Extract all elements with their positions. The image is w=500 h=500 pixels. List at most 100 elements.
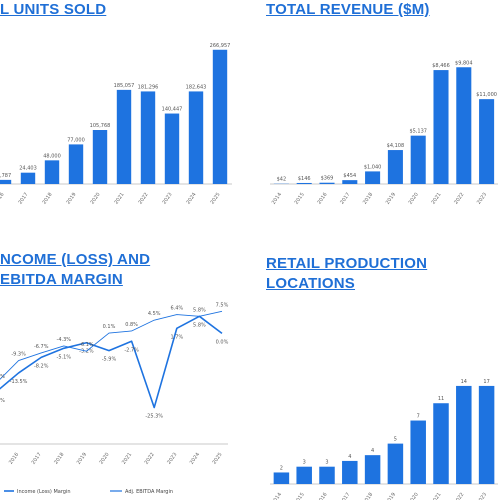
bar — [387, 443, 404, 484]
total-revenue-title: TOTAL REVENUE ($M) — [266, 1, 430, 18]
x-tick-label: 2014 — [271, 492, 283, 500]
point-value-label: 4.5% — [148, 311, 161, 317]
x-tick-label: 2019 — [385, 192, 397, 206]
x-tick-label: 2021 — [121, 452, 133, 466]
bar-value-label: $42 — [277, 177, 287, 183]
bar — [20, 172, 36, 184]
bar-value-label: 181,296 — [138, 84, 159, 90]
x-tick-label: 2019 — [65, 192, 77, 206]
bar — [456, 385, 472, 484]
x-tick-label: 2020 — [408, 192, 420, 206]
total-revenue-chart: $42 2014 $146 2015 $369 2016 $454 2017 $1,040 201… — [270, 60, 498, 206]
point-value-label: -9.3% — [11, 352, 26, 358]
bar-value-label: $5,137 — [409, 129, 427, 135]
point-value-label: 0.8% — [125, 322, 138, 328]
income-margin-title-line2: EBITDA MARGIN — [0, 271, 123, 288]
bar — [319, 182, 335, 184]
bar-value-label: 185,057 — [114, 83, 135, 89]
retail-locations-title-line2: LOCATIONS — [266, 275, 356, 292]
x-tick-label: 2016 — [316, 492, 328, 500]
bar — [365, 171, 381, 184]
bar-value-label: 3 — [325, 460, 328, 466]
point-value-label: -6.1% — [79, 342, 94, 348]
x-tick-label: 2023 — [476, 492, 488, 500]
x-tick-label: 2016 — [0, 192, 6, 206]
point-value-label: -6.7% — [34, 344, 49, 350]
x-tick-label: 2016 — [316, 192, 328, 206]
bar-value-label: 77,000 — [67, 137, 85, 143]
bar — [273, 472, 290, 484]
x-tick-label: 2020 — [408, 492, 420, 500]
bar — [479, 99, 495, 184]
bar — [0, 179, 12, 184]
units-sold-chart: 8,787 2016 24,403 2017 48,000 2018 77,000 2019 1… — [0, 43, 232, 206]
point-value-label: 7.5% — [216, 302, 229, 308]
x-tick-label: 2023 — [161, 192, 173, 206]
x-tick-label: 2016 — [8, 452, 20, 466]
bar — [410, 135, 426, 184]
point-value-label: -2.7% — [124, 347, 139, 353]
point-value-label: 0.1% — [103, 324, 116, 330]
point-value-label: -25.3% — [145, 414, 163, 420]
point-value-label: 6.4% — [170, 306, 183, 312]
x-tick-label: 2020 — [89, 192, 101, 206]
legend-label: Adj. EBITDA Margin — [125, 489, 173, 495]
bar-value-label: $454 — [343, 173, 356, 179]
bar — [342, 460, 358, 484]
income-margin-title-line1: NCOME (LOSS) AND — [0, 251, 151, 268]
x-tick-label: 2014 — [271, 192, 283, 206]
bar — [319, 466, 335, 484]
x-tick-label: 2023 — [166, 452, 178, 466]
x-tick-label: 2025 — [211, 452, 223, 466]
x-tick-label: 2024 — [189, 452, 201, 466]
bar — [433, 403, 449, 484]
bar — [433, 70, 449, 184]
bar-value-label: 266,957 — [210, 43, 231, 49]
units-sold-title: L UNITS SOLD — [0, 1, 107, 18]
bar — [364, 455, 381, 484]
bar-value-label: 140,447 — [162, 107, 183, 113]
point-value-label: -5.9% — [102, 357, 117, 363]
income-margin-panel: NCOME (LOSS) AND EBITDA MARGIN -20.0% -13… — [0, 248, 245, 500]
x-tick-label: 2019 — [76, 452, 88, 466]
bar — [296, 466, 312, 484]
x-tick-label: 2017 — [339, 192, 351, 206]
bar-value-label: $11,000 — [476, 92, 497, 98]
bar — [387, 150, 403, 184]
bar — [296, 182, 312, 184]
x-tick-label: 2021 — [113, 192, 125, 206]
x-tick-label: 2022 — [453, 192, 465, 206]
point-value-label: -5.1% — [57, 354, 72, 360]
bar — [410, 420, 426, 484]
bar — [342, 180, 358, 184]
bar — [44, 160, 60, 184]
x-tick-label: 2022 — [137, 192, 149, 206]
retail-locations-chart: 2 2014 3 2015 3 2016 4 2017 4 2018 5 2019 7 2020 11 202… — [270, 379, 498, 500]
x-tick-label: 2017 — [31, 452, 43, 466]
bar — [456, 67, 472, 184]
x-tick-label: 2024 — [185, 192, 197, 206]
bar — [68, 144, 84, 184]
bar-value-label: $1,040 — [364, 164, 382, 170]
bar-value-label: $369 — [321, 176, 334, 182]
x-tick-label: 2015 — [294, 492, 306, 500]
bar — [116, 89, 132, 184]
x-tick-label: 2019 — [385, 492, 397, 500]
x-tick-label: 2025 — [209, 192, 221, 206]
point-value-label: -4.3% — [57, 337, 72, 343]
point-value-label: -13.5% — [10, 379, 28, 385]
bar-value-label: $8,466 — [432, 63, 450, 69]
point-value-label: -3.2% — [79, 349, 94, 355]
bar-value-label: 4 — [348, 454, 351, 460]
bar-value-label: 7 — [417, 414, 420, 420]
units-sold-panel: L UNITS SOLD 8,787 2016 24,403 2017 48,000 20… — [0, 0, 240, 245]
point-value-label: -8.2% — [34, 363, 49, 369]
bar — [212, 49, 228, 185]
bar-value-label: 14 — [461, 379, 467, 385]
bar-value-label: 4 — [371, 448, 374, 454]
bar-value-label: 11 — [438, 396, 444, 402]
x-tick-label: 2017 — [339, 492, 351, 500]
bar — [92, 130, 108, 184]
bar-value-label: 2 — [280, 465, 283, 471]
x-tick-label: 2022 — [144, 452, 156, 466]
